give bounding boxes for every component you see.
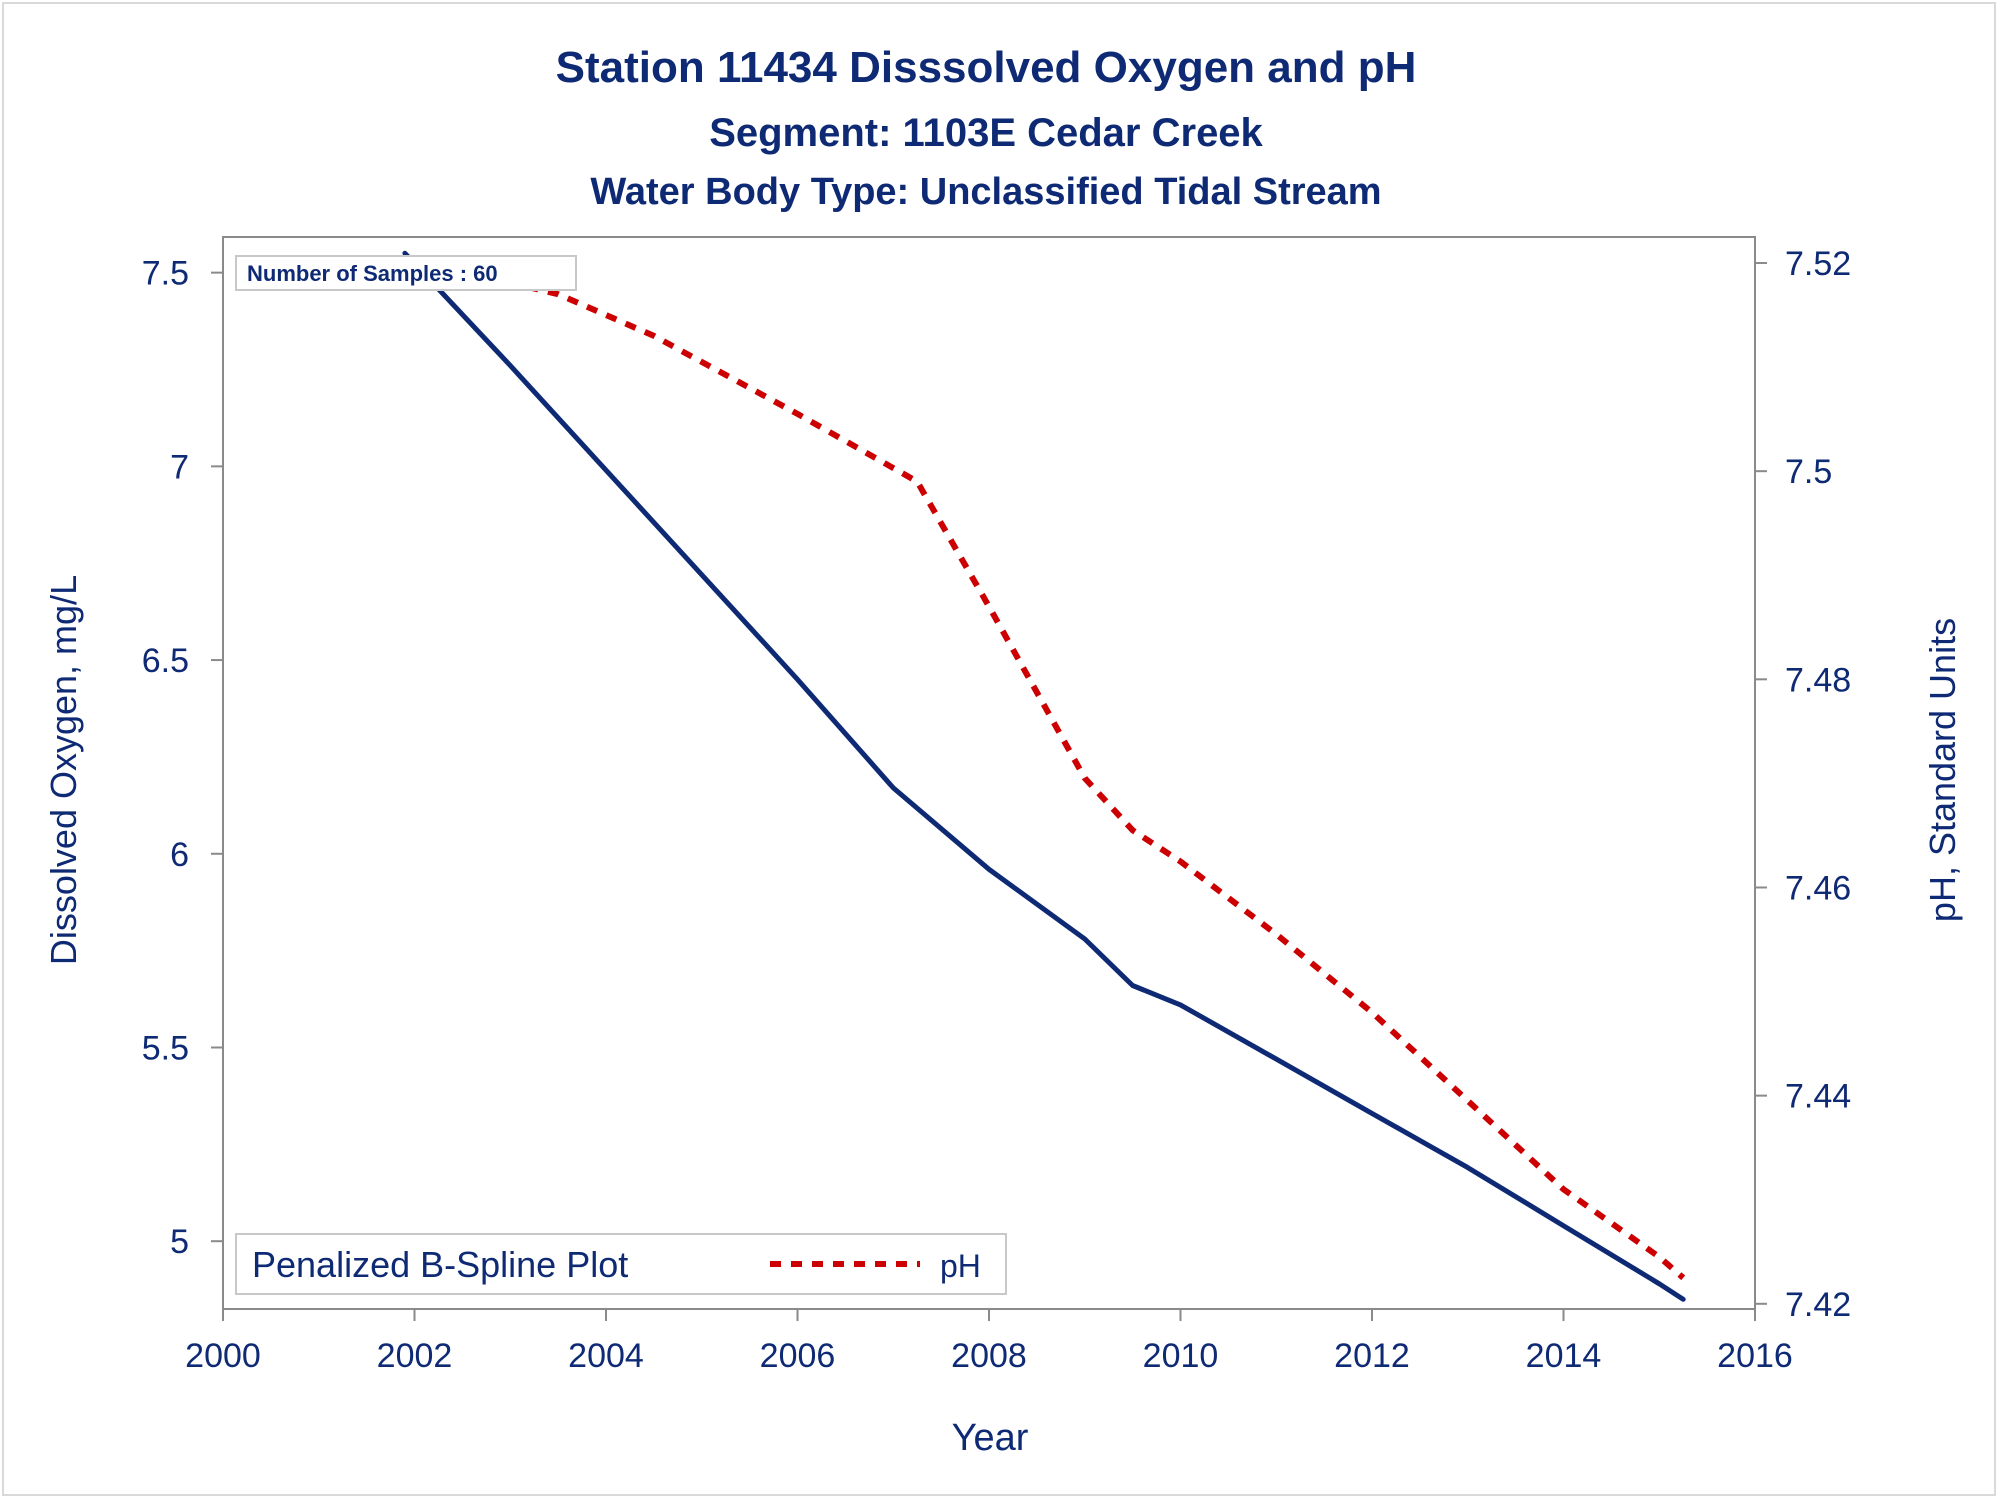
legend-title: Penalized B-Spline Plot	[252, 1244, 628, 1285]
dissolved-oxygen-series-line	[402, 250, 1686, 1302]
x-axis-title: Year	[952, 1417, 1029, 1459]
y2-tick-label: 7.48	[1785, 661, 1851, 699]
y-tick-label: 5.5	[142, 1029, 189, 1067]
y2-axis-title: pH, Standard Units	[1922, 618, 1963, 922]
x-tick-label: 2008	[951, 1337, 1027, 1375]
y-axis-title: Dissolved Oxygen, mg/L	[43, 575, 84, 965]
y-tick-label: 6.5	[142, 642, 189, 680]
axes: 2000 2002 2004 2006 2008 2010 2012 2014 2016 5 5.5…	[142, 245, 1851, 1375]
ph-series-line	[404, 254, 1686, 1281]
x-tick-label: 2002	[377, 1337, 453, 1375]
x-tick-label: 2010	[1143, 1337, 1219, 1375]
y2-tick-label: 7.46	[1785, 869, 1851, 907]
y-tick-label: 5	[170, 1223, 189, 1261]
y2-tick-label: 7.44	[1785, 1078, 1851, 1116]
y2-tick-label: 7.52	[1785, 245, 1851, 283]
series-layer	[402, 250, 1686, 1302]
chart-title: Station 11434 Disssolved Oxygen and pH	[556, 43, 1417, 92]
y-tick-label: 6	[170, 836, 189, 874]
y2-tick-label: 7.42	[1785, 1286, 1851, 1324]
sample-count-box	[235, 255, 577, 291]
x-tick-label: 2016	[1717, 1337, 1793, 1375]
chart-subtitle: Segment: 1103E Cedar Creek	[709, 111, 1263, 155]
x-tick-label: 2000	[185, 1337, 261, 1375]
sample-count-label: Number of Samples : 60	[247, 261, 498, 286]
legend-ph-label: pH	[940, 1248, 981, 1284]
y2-tick-label: 7.5	[1785, 453, 1832, 491]
y-tick-label: 7.5	[142, 255, 189, 293]
chart-subtitle-2: Water Body Type: Unclassified Tidal Stre…	[590, 171, 1381, 213]
x-tick-label: 2006	[760, 1337, 836, 1375]
x-tick-label: 2012	[1334, 1337, 1410, 1375]
x-tick-label: 2014	[1526, 1337, 1602, 1375]
plot-area	[222, 236, 1756, 1310]
x-tick-label: 2004	[568, 1337, 644, 1375]
y-tick-label: 7	[170, 448, 189, 486]
